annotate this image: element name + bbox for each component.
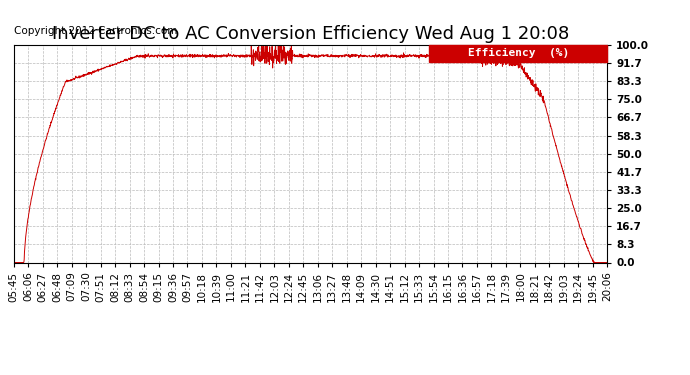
- FancyBboxPatch shape: [429, 45, 607, 62]
- Title: Inverter DC to AC Conversion Efficiency Wed Aug 1 20:08: Inverter DC to AC Conversion Efficiency …: [52, 26, 569, 44]
- Text: Copyright 2012 Cartronics.com: Copyright 2012 Cartronics.com: [14, 26, 177, 36]
- Text: Efficiency  (%): Efficiency (%): [468, 48, 569, 58]
